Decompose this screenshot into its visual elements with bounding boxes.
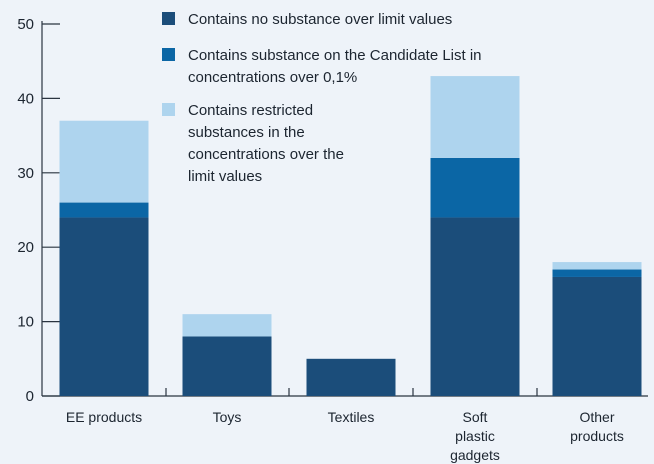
y-tick-label: 20: [17, 239, 34, 256]
bar-segment: [552, 262, 642, 270]
bar-segment: [59, 217, 149, 396]
x-category-label: Toys: [213, 409, 242, 425]
y-axis: 0 10 20 30 40 50: [17, 16, 60, 405]
bar-segment: [182, 336, 272, 396]
bar-segment: [430, 76, 520, 158]
bar-segment: [59, 202, 149, 218]
bar-segment: [430, 157, 520, 218]
legend-label: Contains restricted substances in the conc…: [188, 102, 344, 185]
x-category-label: Other products: [570, 409, 624, 444]
x-category-label: Textiles: [328, 409, 375, 425]
bars: [59, 76, 642, 396]
bar-segment: [59, 120, 149, 203]
x-axis: EE products Toys Textiles Soft plastic gadget…: [42, 388, 648, 463]
x-category-label: Soft plastic gadgets: [450, 409, 500, 463]
bar-segment: [306, 358, 396, 396]
y-tick-label: 30: [17, 165, 34, 182]
legend-label: Contains no substance over limit values: [188, 11, 452, 28]
legend: Contains no substance over limit values C…: [162, 11, 482, 185]
y-tick-label: 50: [17, 16, 34, 33]
bar-segment: [552, 269, 642, 277]
legend-swatch: [162, 48, 175, 61]
bar-segment: [552, 276, 642, 396]
y-tick-label: 0: [26, 388, 34, 405]
bar-segment: [430, 217, 520, 396]
legend-swatch: [162, 12, 175, 25]
y-tick-label: 10: [17, 314, 34, 331]
legend-swatch: [162, 103, 175, 116]
x-category-label: EE products: [66, 409, 142, 425]
bar-segment: [182, 314, 272, 337]
y-tick-label: 40: [17, 90, 34, 107]
legend-label: Contains substance on the Candidate List…: [188, 47, 482, 86]
